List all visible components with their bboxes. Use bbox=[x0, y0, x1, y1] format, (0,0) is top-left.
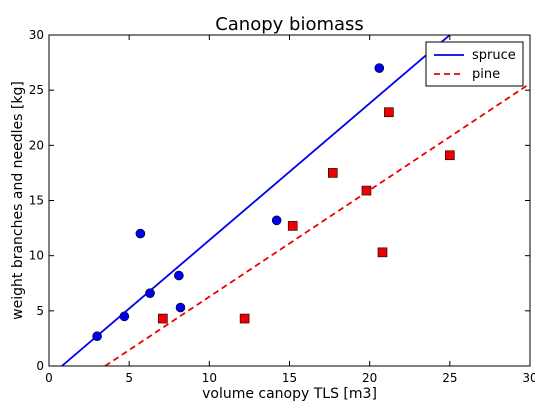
y-tick-label: 20 bbox=[29, 138, 44, 152]
pine-point bbox=[287, 221, 298, 231]
spruce-point bbox=[135, 228, 146, 239]
spruce-legend-label: spruce bbox=[472, 48, 516, 63]
pine-point bbox=[377, 247, 388, 258]
y-tick-label: 15 bbox=[29, 194, 44, 208]
pine-fit-line bbox=[104, 82, 530, 366]
fit-lines bbox=[61, 35, 530, 366]
legend: spruce pine bbox=[425, 41, 524, 87]
spruce-point bbox=[174, 270, 184, 281]
spruce-point bbox=[374, 63, 385, 73]
x-tick-label: 30 bbox=[522, 371, 535, 385]
pine-point bbox=[327, 168, 338, 178]
spruce-point bbox=[271, 215, 282, 226]
y-tick-label: 25 bbox=[29, 83, 44, 97]
pine-point bbox=[445, 150, 455, 161]
y-tick-label: 0 bbox=[36, 359, 44, 373]
y-axis-label: weight branches and needles [kg] bbox=[10, 81, 26, 320]
x-tick-label: 20 bbox=[362, 371, 377, 385]
y-tick-label: 5 bbox=[36, 304, 44, 318]
x-tick-label: 25 bbox=[442, 371, 457, 385]
spruce-point bbox=[92, 331, 102, 342]
x-tick-label: 0 bbox=[45, 371, 53, 385]
data-points bbox=[92, 63, 455, 342]
pine-point bbox=[361, 185, 372, 196]
pine-legend-label: pine bbox=[472, 67, 500, 82]
y-tick-label: 30 bbox=[29, 28, 44, 42]
spruce-point bbox=[175, 302, 186, 313]
spruce-point bbox=[145, 288, 155, 298]
y-tick-label: 10 bbox=[29, 249, 44, 263]
pine-point bbox=[158, 313, 168, 324]
x-axis-label: volume canopy TLS [m3] bbox=[202, 386, 377, 402]
pine-point bbox=[239, 313, 250, 324]
spruce-point bbox=[119, 311, 130, 322]
chart-title: Canopy biomass bbox=[215, 14, 364, 35]
spruce-fit-line bbox=[61, 35, 451, 366]
x-tick-label: 5 bbox=[125, 371, 133, 385]
x-tick-label: 10 bbox=[202, 371, 217, 385]
axis-ticks: 0 5 10 15 20 25 30 0 5 10 15 20 25 30 bbox=[29, 28, 535, 385]
x-tick-label: 15 bbox=[282, 371, 297, 385]
pine-point bbox=[384, 107, 394, 118]
legend-box bbox=[425, 41, 524, 87]
